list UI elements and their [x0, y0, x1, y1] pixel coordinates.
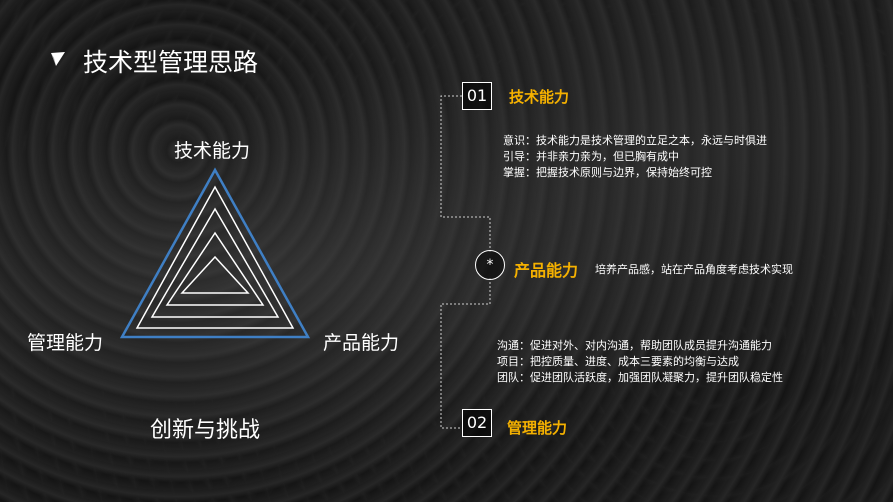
triangle-ring-4: [180, 255, 250, 294]
triangle-ring-3: [165, 231, 265, 306]
triangle-ring-2: [150, 207, 280, 318]
product-description: 培养产品感，站在产品角度考虑技术实现: [595, 263, 793, 276]
vertex-label-left: 管理能力: [27, 332, 104, 354]
mgmt-line-project: 项目：把控质量、进度、成本三要素的均衡与达成: [497, 355, 739, 368]
mgmt-line-team: 团队：促进团队活跃度，加强团队凝聚力，提升团队稳定性: [497, 371, 783, 384]
subtitle: 创新与挑战: [150, 418, 261, 443]
section-heading-product: 产品能力: [514, 261, 579, 280]
connector-lines: [440, 95, 491, 429]
vertex-label-right: 产品能力: [323, 332, 400, 354]
triangle-ring-1: [135, 185, 295, 329]
triangle-diagram: [119, 167, 311, 339]
page-title: 技术型管理思路: [83, 48, 259, 77]
tech-line-guide: 引导：并非亲力亲为，但已胸有成中: [503, 150, 679, 163]
section-heading-tech: 技术能力: [509, 88, 570, 106]
management-description: 沟通：促进对外、对内沟通，帮助团队成员提升沟通能力 项目：把控质量、进度、成本三…: [497, 338, 783, 386]
section-number-box: 01: [462, 82, 492, 110]
product-circle-icon: *: [475, 250, 505, 280]
section-heading-management: 管理能力: [507, 419, 568, 437]
triangle-outline: [119, 167, 311, 339]
vertex-label-top: 技术能力: [174, 140, 251, 162]
arrow-icon: [51, 52, 65, 66]
section-number-box-2: 02: [462, 409, 492, 437]
tech-description: 意识：技术能力是技术管理的立足之本，永远与时俱进 引导：并非亲力亲为，但已胸有成…: [503, 133, 767, 181]
mgmt-line-communication: 沟通：促进对外、对内沟通，帮助团队成员提升沟通能力: [497, 339, 772, 352]
tech-line-awareness: 意识：技术能力是技术管理的立足之本，永远与时俱进: [503, 134, 767, 147]
tech-line-master: 掌握：把握技术原则与边界，保持始终可控: [503, 166, 712, 179]
